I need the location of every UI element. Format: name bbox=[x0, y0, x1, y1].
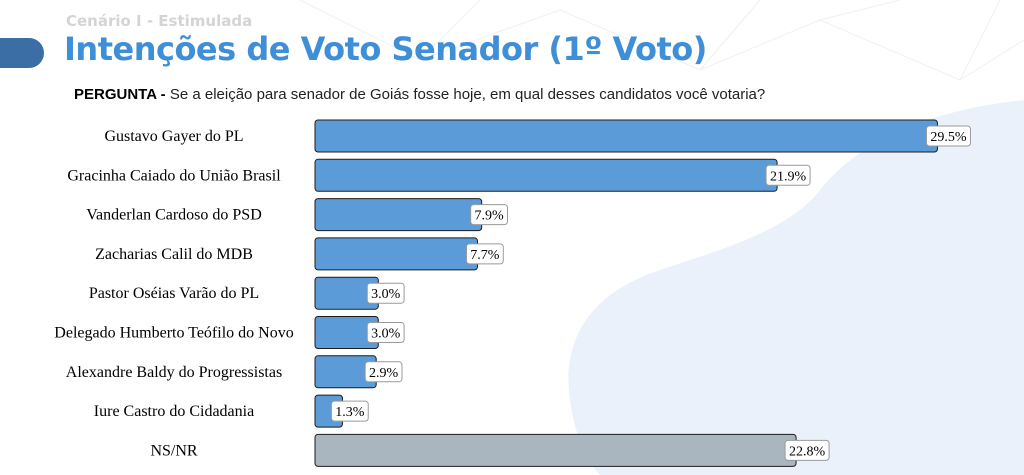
value-label: 3.0% bbox=[371, 287, 401, 302]
category-label: Gracinha Caiado do União Brasil bbox=[67, 167, 281, 184]
value-label-box bbox=[366, 282, 405, 304]
value-label: 3.0% bbox=[371, 327, 401, 342]
question-text: Se a eleição para senador de Goiás fosse… bbox=[169, 86, 766, 103]
bar bbox=[314, 119, 938, 153]
bar bbox=[314, 158, 778, 192]
value-label: 21.9% bbox=[770, 169, 807, 184]
value-label: 2.9% bbox=[369, 366, 399, 381]
category-label: Delegado Humberto Teófilo do Novo bbox=[54, 325, 293, 342]
header-accent-tab bbox=[0, 38, 44, 68]
chart-title: Intenções de Voto Senador (1º Voto) bbox=[64, 30, 707, 68]
question-label: PERGUNTA - bbox=[74, 86, 166, 103]
category-label: Pastor Oséias Varão do PL bbox=[89, 285, 259, 302]
value-label-box bbox=[925, 125, 971, 147]
value-label-box bbox=[364, 361, 403, 383]
value-label: 7.9% bbox=[475, 209, 505, 224]
category-label: Zacharias Calil do MDB bbox=[95, 246, 253, 263]
bar bbox=[314, 237, 478, 271]
value-label-box bbox=[465, 243, 504, 265]
category-label: Alexandre Baldy do Progressistas bbox=[66, 364, 282, 381]
value-label: 1.3% bbox=[335, 405, 365, 420]
value-label: 29.5% bbox=[930, 130, 967, 145]
scenario-subtitle: Cenário I - Estimulada bbox=[66, 12, 253, 30]
bar bbox=[314, 198, 483, 232]
survey-question: PERGUNTA - Se a eleição para senador de … bbox=[74, 86, 765, 103]
category-label: NS/NR bbox=[150, 442, 197, 459]
value-label-box bbox=[765, 164, 811, 186]
category-label: Gustavo Gayer do PL bbox=[104, 128, 243, 145]
value-label-box bbox=[366, 322, 405, 343]
bar bbox=[314, 433, 797, 467]
value-label-box bbox=[784, 439, 830, 461]
value-label: 7.7% bbox=[470, 248, 500, 263]
category-label: Vanderlan Cardoso do PSD bbox=[86, 207, 262, 224]
value-label-box bbox=[470, 204, 508, 226]
value-label: 22.8% bbox=[789, 444, 826, 459]
value-label-box bbox=[330, 400, 369, 422]
category-label: Iure Castro do Cidadania bbox=[94, 403, 254, 420]
